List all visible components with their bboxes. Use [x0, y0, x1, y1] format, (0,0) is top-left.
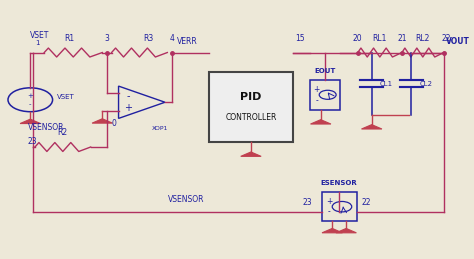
Text: 22: 22: [441, 34, 451, 42]
Text: CONTROLLER: CONTROLLER: [225, 113, 277, 122]
Bar: [310, 80, 340, 110]
Text: VSET: VSET: [30, 31, 50, 40]
Text: RL2: RL2: [416, 34, 430, 42]
Text: -: -: [126, 91, 129, 102]
Text: RL1: RL1: [373, 34, 387, 42]
Polygon shape: [362, 125, 382, 129]
Text: PID: PID: [240, 92, 262, 102]
Text: VSET: VSET: [57, 94, 75, 100]
Text: -: -: [328, 207, 331, 216]
Bar: [209, 73, 293, 142]
Text: 21: 21: [397, 34, 407, 42]
Text: VERR: VERR: [177, 37, 197, 46]
Polygon shape: [241, 152, 261, 156]
Text: ESENSOR: ESENSOR: [321, 180, 357, 186]
Text: 15: 15: [295, 34, 305, 42]
Text: R3: R3: [144, 34, 154, 42]
Text: VSENSOR: VSENSOR: [28, 123, 64, 132]
Text: VSENSOR: VSENSOR: [168, 195, 204, 204]
Text: +: +: [314, 85, 320, 94]
Polygon shape: [310, 120, 331, 124]
Text: -: -: [315, 96, 318, 105]
Text: R2: R2: [58, 128, 68, 137]
Text: +: +: [326, 197, 333, 206]
Text: XOP1: XOP1: [152, 126, 169, 131]
Text: EOUT: EOUT: [315, 68, 336, 74]
Text: R1: R1: [65, 34, 75, 42]
Text: CL2: CL2: [419, 81, 433, 87]
Text: CL1: CL1: [380, 81, 393, 87]
Bar: [322, 192, 356, 221]
Text: VOUT: VOUT: [446, 37, 470, 46]
Polygon shape: [322, 228, 342, 233]
Text: 1: 1: [35, 40, 39, 46]
Text: -: -: [29, 101, 32, 107]
Text: 22: 22: [361, 198, 371, 207]
Polygon shape: [336, 228, 356, 233]
Text: 0: 0: [111, 119, 117, 128]
Text: +: +: [27, 92, 33, 99]
Polygon shape: [92, 119, 112, 123]
Text: 23: 23: [28, 137, 37, 146]
Text: 23: 23: [303, 198, 312, 207]
Text: +: +: [124, 103, 132, 113]
Polygon shape: [20, 119, 40, 124]
Text: 20: 20: [353, 34, 363, 42]
Text: 4: 4: [170, 34, 174, 42]
Text: 3: 3: [104, 34, 109, 42]
